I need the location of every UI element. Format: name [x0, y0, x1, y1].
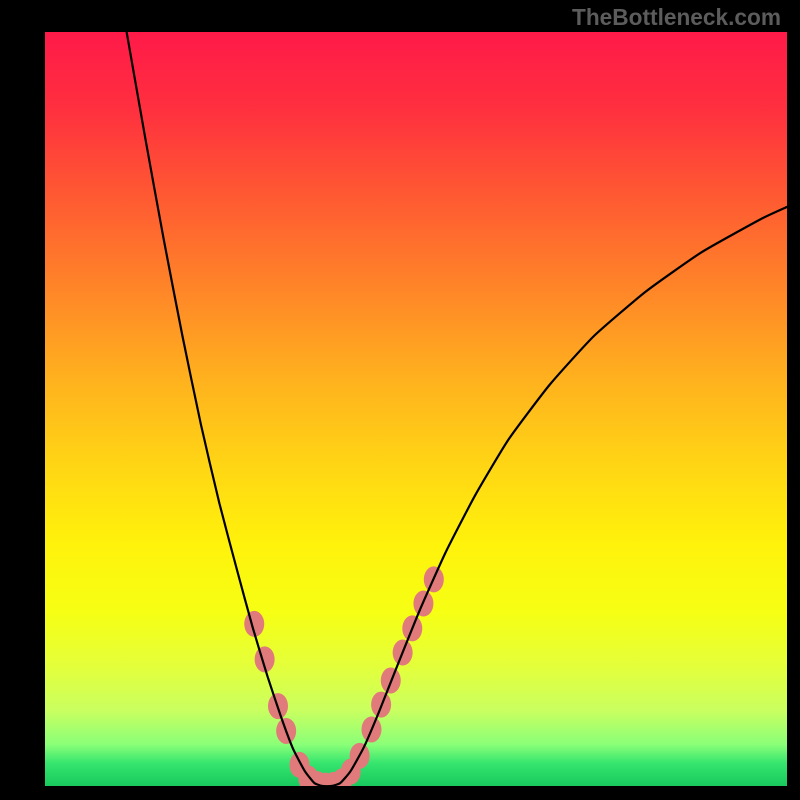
bottleneck-chart [0, 0, 800, 800]
watermark-text: TheBottleneck.com [572, 4, 781, 31]
plot-background [45, 32, 787, 786]
